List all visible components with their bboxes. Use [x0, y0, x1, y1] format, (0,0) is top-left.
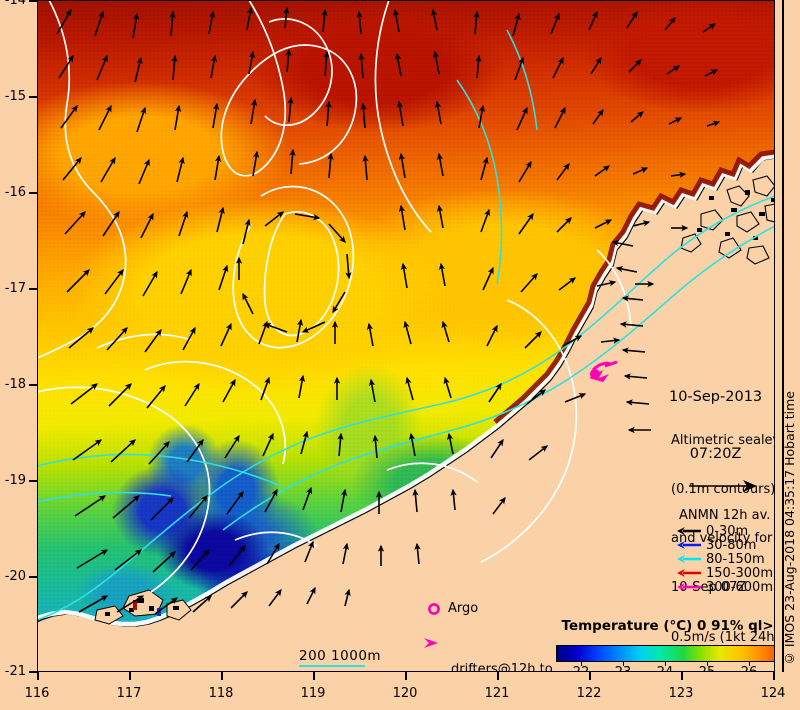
x-label-124: 124 [760, 686, 786, 701]
y-label-17: -17 [4, 281, 26, 296]
map-plot-area[interactable]: 10-Sep-2013 07:20Z Altimetric sealevel (… [37, 0, 775, 672]
anmn-legend-item-80-150m: 80-150m [677, 551, 773, 567]
argo-circle-icon [428, 602, 440, 615]
y-tick-18 [29, 384, 37, 386]
velocity-scale-arrow [689, 480, 757, 492]
x-tick-119 [313, 672, 315, 680]
anmn-label-3: 150-300m [706, 565, 773, 581]
datestamp-date: 10-Sep-2013 [669, 389, 763, 405]
anmn-legend-title: ANMN 12h av. [679, 508, 771, 523]
y-label-18: -18 [4, 377, 26, 392]
drifter-legend: drifters@12h to 10/09 12Z [423, 630, 553, 672]
temperature-colorbar[interactable] [556, 645, 775, 662]
colorbar-title: Temperature (°C) 0 91% ql>=2 [561, 618, 775, 634]
anmn-legend-item-30-80m: 30-80m [677, 537, 773, 553]
altimetry-line-5: 0.5m/s (1kt 24h) [671, 629, 775, 645]
current-stick-icon [677, 527, 701, 535]
x-tick-122 [589, 672, 591, 680]
x-label-117: 117 [116, 686, 142, 701]
argo-legend: Argo [427, 601, 478, 616]
current-stick-icon [677, 583, 701, 591]
credit-text: © IMOS 23-Aug-2018 04:35:17 Hobart time [782, 390, 797, 666]
colorbar-tick-24 [665, 661, 666, 666]
credit-rule [782, 0, 784, 672]
y-label-19: -19 [4, 473, 26, 488]
x-label-118: 118 [208, 686, 234, 701]
x-label-120: 120 [392, 686, 418, 701]
imos-credit: © IMOS 23-Aug-2018 04:35:17 Hobart time [776, 0, 800, 672]
y-tick-19 [29, 480, 37, 482]
y-label-14: -14 [4, 0, 26, 8]
x-label-119: 119 [300, 686, 326, 701]
x-label-122: 122 [576, 686, 602, 701]
x-tick-124 [773, 672, 775, 680]
y-tick-17 [29, 288, 37, 290]
sealevel-contours [37, 0, 632, 593]
current-stick-icon [677, 569, 701, 577]
colorbar-tick-26 [749, 661, 750, 666]
x-tick-123 [681, 672, 683, 680]
drifter-arrow-icon [424, 638, 438, 648]
x-tick-118 [221, 672, 223, 680]
y-label-15: -15 [4, 89, 26, 104]
anmn-label-2: 80-150m [706, 551, 765, 567]
y-tick-15 [29, 96, 37, 98]
colorbar-label-23: 23 [608, 665, 638, 672]
x-tick-116 [37, 672, 39, 680]
current-stick-icon [677, 555, 701, 563]
altimetry-line-1: Altimetric sealevel [671, 432, 775, 448]
datestamp-time: 07:20Z [689, 446, 742, 462]
colorbar-tick-23 [623, 661, 624, 666]
anmn-label-0: 0-30m [706, 523, 749, 539]
y-tick-20 [29, 576, 37, 578]
colorbar-tick-25 [707, 661, 708, 666]
anmn-legend-item-0-30m: 0-30m [677, 523, 773, 539]
altimetry-line-3: and velocity for [671, 531, 773, 547]
y-label-21: -21 [4, 664, 26, 679]
x-label-116: 116 [24, 686, 50, 701]
y-tick-21 [29, 671, 37, 673]
drifter-legend-text: drifters@12h to 10/09 12Z [451, 630, 553, 672]
colorbar-block: Temperature (°C) 0 91% ql>=2 [542, 618, 775, 634]
argo-legend-label: Argo [448, 601, 479, 616]
anmn-legend: ANMN 12h av. 0-30m 30-80m [677, 508, 773, 595]
bathymetry-line-swatch [299, 665, 365, 667]
x-tick-117 [129, 672, 131, 680]
anmn-label-1: 30-80m [706, 537, 757, 553]
anmn-legend-item-300-600m: 300-600m [677, 579, 773, 595]
drifter-track [589, 360, 618, 382]
anmn-label-4: 300-600m [706, 579, 773, 595]
datestamp-annotation: 10-Sep-2013 07:20Z [669, 350, 762, 502]
y-label-16: -16 [4, 185, 26, 200]
x-label-121: 121 [484, 686, 510, 701]
colorbar-label-25: 25 [692, 665, 722, 672]
y-tick-14 [29, 0, 37, 2]
colorbar-label-22: 22 [566, 665, 596, 672]
map-overlays [37, 0, 775, 621]
colorbar-label-24: 24 [650, 665, 680, 672]
bathymetry-legend: 200 1000m [299, 648, 381, 667]
x-tick-121 [497, 672, 499, 680]
land-polygon [37, 149, 775, 672]
colorbar-tick-22 [581, 661, 582, 666]
bathymetry-contours [37, 29, 775, 621]
x-label-123: 123 [668, 686, 694, 701]
anmn-legend-item-150-300m: 150-300m [677, 565, 773, 581]
altimetry-line-2: (0.1m contours) [671, 482, 775, 498]
bathymetry-labels: 200 1000m [299, 648, 382, 664]
colorbar-label-26: 26 [734, 665, 764, 672]
drifter-legend-line-1: drifters@12h to [451, 662, 553, 672]
current-stick-icon [677, 541, 701, 549]
y-tick-16 [29, 192, 37, 194]
y-label-20: -20 [4, 569, 26, 584]
velocity-vectors [56, 6, 721, 615]
x-tick-120 [405, 672, 407, 680]
